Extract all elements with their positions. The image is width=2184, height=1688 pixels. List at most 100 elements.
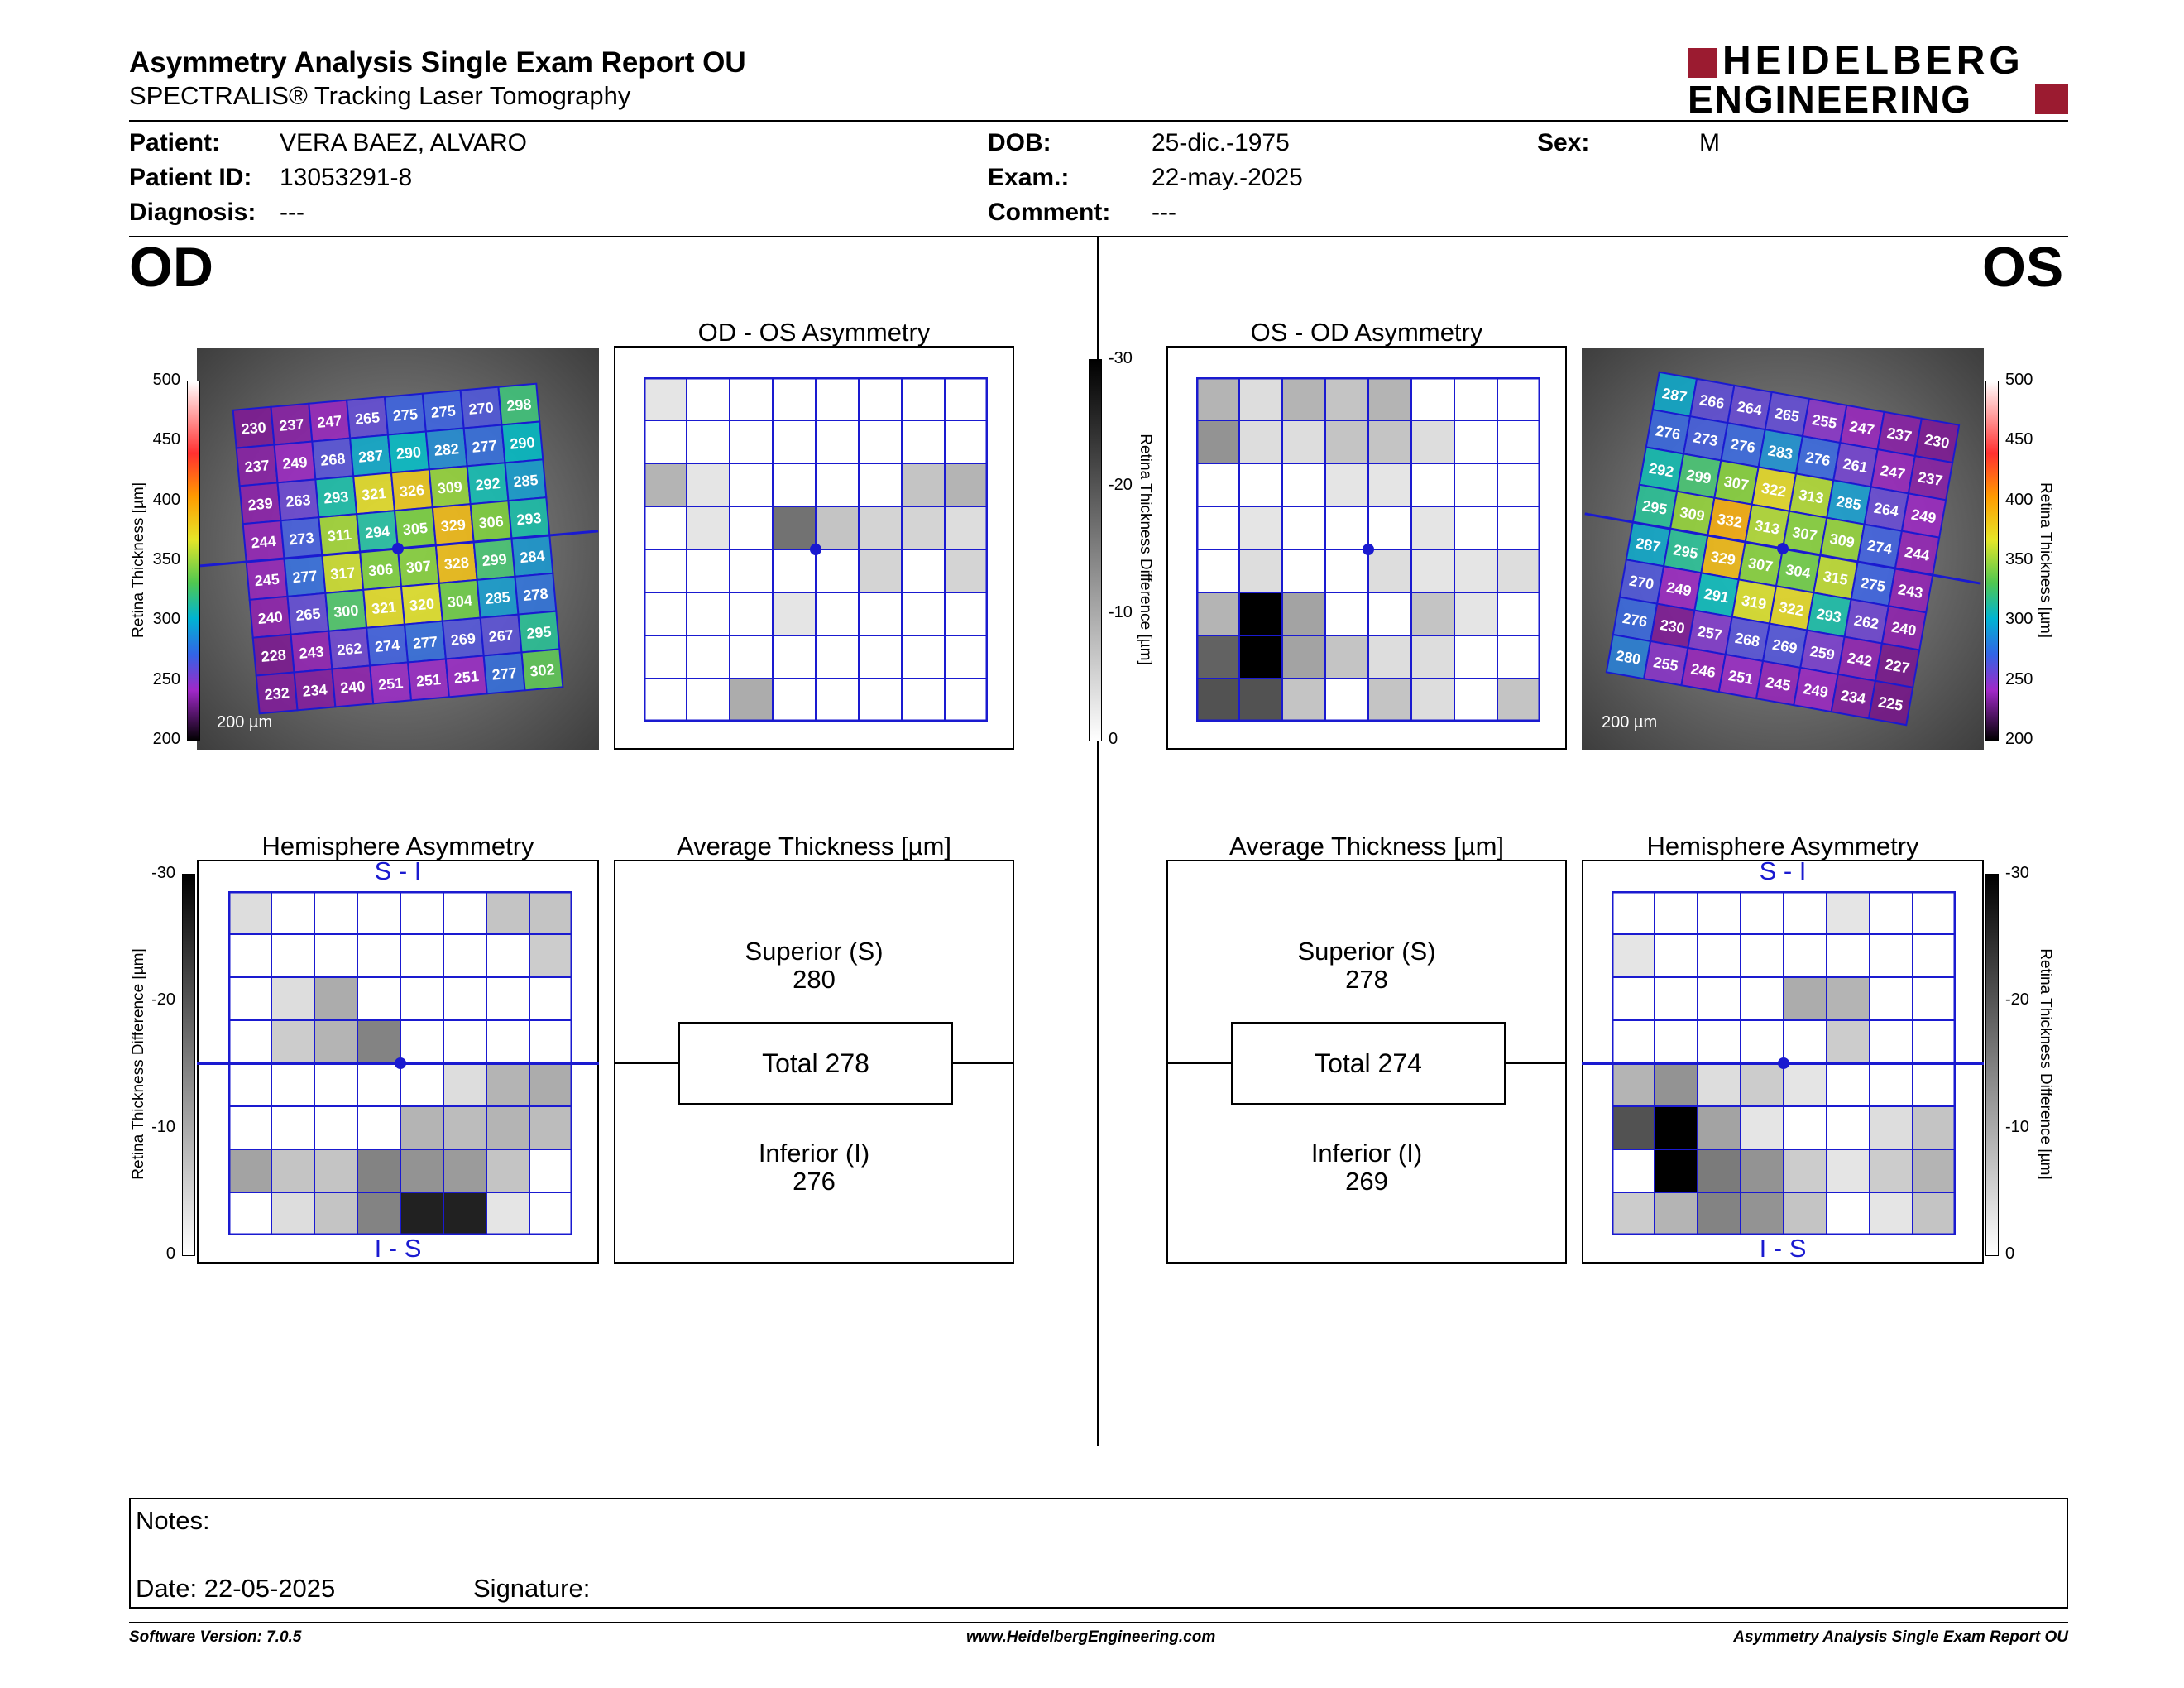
od-hemi-cell	[529, 1062, 573, 1107]
os-asym-cell	[1324, 376, 1369, 421]
os-thick-axis-label: Retina Thickness [µm]	[2037, 482, 2054, 638]
os-hemi-cell	[1869, 1062, 1913, 1107]
website-link[interactable]: www.HeidelbergEngineering.com	[966, 1628, 1216, 1646]
od-hemi-cell	[443, 1019, 487, 1064]
od-thick-axis-label: Retina Thickness [µm]	[130, 482, 147, 638]
od-map-value: 251	[377, 674, 404, 693]
od-asym-cell	[686, 463, 730, 507]
patient-id-value: 13053291-8	[280, 164, 413, 191]
od-map-value: 326	[399, 482, 425, 501]
os-hemi-cell	[1611, 890, 1655, 935]
os-hemi-cell	[1654, 1019, 1698, 1064]
od-map-value: 263	[285, 492, 312, 511]
os-asym-cell	[1367, 420, 1412, 464]
od-map-value: 234	[302, 681, 328, 700]
od-hemi-cell	[400, 933, 444, 978]
os-asym-panel	[1166, 346, 1567, 750]
os-thickness-map: 287 266 264 265 255 247 237 230 276 273 276 283 276 2…	[1582, 348, 1984, 750]
os-asym-cell	[1238, 592, 1283, 636]
os-hemi-cell	[1783, 890, 1827, 935]
od-hemi-cell	[443, 1105, 487, 1150]
od-hemi-grid	[228, 890, 573, 1236]
os-asym-cell	[1497, 376, 1541, 421]
od-asym-cell	[858, 420, 903, 464]
od-hemi-cell	[314, 1062, 358, 1107]
os-asym-grid-svg	[1195, 376, 1541, 722]
od-map-value: 228	[261, 646, 287, 665]
od-hemi-top-label: S - I	[374, 856, 422, 885]
od-asym-cell	[643, 420, 687, 464]
od-asym-cell	[858, 635, 903, 679]
os-hemi-cell	[1912, 890, 1956, 935]
od-hemi-cell	[228, 976, 272, 1021]
od-hemi-cell	[400, 890, 444, 935]
od-asym-cell	[772, 549, 817, 593]
od-map-value: 240	[340, 678, 366, 697]
os-hemi-panel: S - I I - S	[1582, 856, 1984, 1264]
od-asym-cell	[772, 376, 817, 421]
os-hemi-bottom-label: I - S	[1759, 1234, 1807, 1263]
os-hemi-cell	[1783, 1019, 1827, 1064]
os-hemi-cell	[1783, 933, 1827, 978]
os-hemi-cell	[1697, 1019, 1741, 1064]
od-hemi-cell	[400, 1105, 444, 1150]
od-hemi-cell	[357, 1105, 401, 1150]
od-hemi-cell	[400, 1149, 444, 1193]
od-hemi-cell	[228, 1149, 272, 1193]
od-diff-tick: 0	[165, 1244, 175, 1263]
od-hemi-cell	[314, 1149, 358, 1193]
od-asym-cell	[643, 376, 687, 421]
os-hemi-cell	[1697, 933, 1741, 978]
os-asym-cell	[1238, 678, 1283, 722]
os-diff-colorbar	[1985, 874, 1999, 1256]
od-asym-cell	[643, 592, 687, 636]
od-asym-cell	[858, 506, 903, 550]
sex-label: Sex:	[1537, 129, 1590, 156]
os-hemi-cell	[1740, 933, 1784, 978]
os-asym-cell	[1497, 420, 1541, 464]
od-map-value: 328	[443, 554, 470, 573]
od-hemi-cell	[443, 933, 487, 978]
os-asym-cell	[1454, 549, 1498, 593]
os-hemi-cell	[1611, 1192, 1655, 1236]
od-hemi-cell	[357, 1062, 401, 1107]
os-asym-cell	[1454, 420, 1498, 464]
od-hemi-panel: S - I I - S	[197, 856, 599, 1264]
od-map-value: 237	[244, 457, 271, 476]
od-hemi-cell	[228, 933, 272, 978]
os-scalebar: 200 µm	[1602, 713, 1658, 731]
od-asym-cell	[944, 463, 989, 507]
od-map-value: 240	[257, 608, 284, 627]
od-asym-cell	[729, 420, 774, 464]
od-map-value: 321	[371, 598, 397, 617]
os-asym-cell	[1367, 592, 1412, 636]
os-hemi-cell	[1611, 1062, 1655, 1107]
os-asym-cell	[1367, 376, 1412, 421]
od-hemi-cell	[271, 933, 315, 978]
od-map-value: 239	[247, 495, 274, 514]
od-asym-cell	[643, 678, 687, 722]
od-diff-tick: -20	[151, 990, 175, 1009]
diagnosis-label: Diagnosis:	[129, 199, 256, 226]
os-asym-cell	[1238, 549, 1283, 593]
os-asym-cell	[1281, 420, 1326, 464]
od-inferior-value: 276	[793, 1167, 836, 1196]
od-thick-tick: 300	[152, 610, 180, 629]
od-thickness-map: 230 237 247 265 275 275 270 298 237 249 268 287 290 2…	[197, 348, 599, 750]
os-thick-tick: 200	[2005, 730, 2033, 748]
os-hemi-cell	[1697, 1105, 1741, 1150]
os-hemi-cell	[1697, 1149, 1741, 1193]
od-map-value: 267	[488, 626, 515, 645]
od-hemi-cell	[357, 933, 401, 978]
od-asym-cell	[815, 376, 860, 421]
od-hemi-title: Hemisphere Asymmetry	[261, 832, 534, 861]
od-map-value: 320	[409, 595, 435, 614]
os-asym-cell	[1324, 463, 1369, 507]
os-asym-cell	[1410, 463, 1455, 507]
os-hemi-cell	[1740, 1105, 1784, 1150]
os-asym-cell	[1281, 376, 1326, 421]
od-hemi-cell	[486, 1019, 530, 1064]
od-map-value: 278	[523, 585, 549, 604]
od-thick-colorbar	[187, 381, 200, 741]
patient-value: VERA BAEZ, ALVARO	[280, 129, 528, 156]
